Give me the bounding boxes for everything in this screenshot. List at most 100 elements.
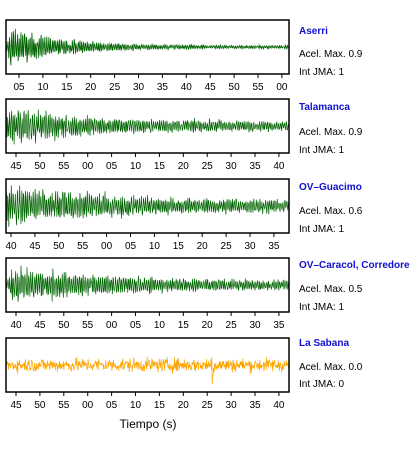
x-tick-label: 45 xyxy=(10,400,22,411)
station-name: Aserri xyxy=(299,26,328,37)
x-tick-label: 35 xyxy=(249,161,261,172)
trace-line xyxy=(5,109,290,145)
x-tick-label: 25 xyxy=(202,161,214,172)
x-tick-label: 15 xyxy=(173,241,185,252)
x-tick-label: 10 xyxy=(154,320,166,331)
trace-ov-guacimo xyxy=(5,185,290,227)
x-ticks-ov-guacimo: 40 45 50 55 00 05 10 15 20 25 30 35 xyxy=(5,233,280,252)
jma-intensity-label: Int JMA: 1 xyxy=(299,145,344,156)
x-axis-label: Tiempo (s) xyxy=(120,417,177,431)
x-tick-label: 05 xyxy=(106,161,118,172)
x-tick-label: 55 xyxy=(58,161,70,172)
trace-line xyxy=(5,265,290,302)
x-tick-label: 00 xyxy=(82,161,94,172)
panel-ov-caracol: 40 45 50 55 00 05 10 15 20 25 30 35 OV–Caracol, Cor… xyxy=(5,257,410,331)
x-tick-label: 40 xyxy=(273,400,285,411)
panel-ov-guacimo: 40 45 50 55 00 05 10 15 20 25 30 35 OV–Guacimo Acel… xyxy=(5,178,363,252)
x-tick-label: 40 xyxy=(5,241,17,252)
x-tick-label: 20 xyxy=(197,241,209,252)
jma-intensity-label: Int JMA: 1 xyxy=(299,67,344,78)
trace-line xyxy=(5,185,290,227)
x-tick-label: 10 xyxy=(130,161,142,172)
trace-talamanca xyxy=(5,109,290,145)
x-tick-label: 20 xyxy=(202,320,214,331)
x-ticks-ov-caracol: 40 45 50 55 00 05 10 15 20 25 30 35 xyxy=(10,312,285,331)
x-tick-label: 15 xyxy=(154,400,166,411)
station-name: La Sabana xyxy=(299,338,349,349)
station-name: Talamanca xyxy=(299,102,350,113)
x-tick-label: 50 xyxy=(34,161,46,172)
x-tick-label: 35 xyxy=(249,400,261,411)
x-tick-label: 20 xyxy=(178,400,190,411)
x-tick-label: 00 xyxy=(106,320,118,331)
x-tick-label: 25 xyxy=(221,241,233,252)
x-tick-label: 00 xyxy=(101,241,113,252)
x-tick-label: 25 xyxy=(109,82,121,93)
panel-la-sabana: 45 50 55 00 05 10 15 20 25 30 35 40 La Sabana Acel.… xyxy=(5,337,363,411)
acel-max-label: Acel. Max. 0.0 xyxy=(299,362,363,373)
x-tick-label: 05 xyxy=(130,320,142,331)
jma-intensity-label: Int JMA: 1 xyxy=(299,224,344,235)
x-tick-label: 30 xyxy=(133,82,145,93)
x-tick-label: 30 xyxy=(226,161,238,172)
x-ticks-aserri: 05 10 15 20 25 30 35 40 45 50 55 00 xyxy=(13,74,288,93)
x-tick-label: 05 xyxy=(106,400,118,411)
acel-max-label: Acel. Max. 0.9 xyxy=(299,127,363,138)
x-tick-label: 20 xyxy=(85,82,97,93)
plot-frame xyxy=(5,98,290,154)
panel-aserri: 05 10 15 20 25 30 35 40 45 50 55 00 Aserri Acel. Ma… xyxy=(5,19,363,93)
x-tick-label: 50 xyxy=(229,82,241,93)
plot-frame xyxy=(5,178,290,234)
trace-line xyxy=(5,28,290,66)
plot-frame xyxy=(5,257,290,313)
x-tick-label: 30 xyxy=(226,400,238,411)
x-tick-label: 05 xyxy=(125,241,137,252)
trace-ov-caracol xyxy=(5,265,290,302)
x-tick-label: 35 xyxy=(157,82,169,93)
acel-max-label: Acel. Max. 0.6 xyxy=(299,206,363,217)
x-tick-label: 55 xyxy=(82,320,94,331)
plot-frame xyxy=(5,337,290,393)
x-tick-label: 50 xyxy=(53,241,65,252)
plot-frame xyxy=(5,19,290,75)
x-tick-label: 10 xyxy=(149,241,161,252)
x-tick-label: 25 xyxy=(202,400,214,411)
acel-max-label: Acel. Max. 0.5 xyxy=(299,284,363,295)
x-tick-label: 45 xyxy=(34,320,46,331)
x-tick-label: 15 xyxy=(61,82,73,93)
x-tick-label: 55 xyxy=(77,241,89,252)
x-tick-label: 45 xyxy=(10,161,22,172)
trace-aserri xyxy=(5,28,290,66)
x-tick-label: 00 xyxy=(82,400,94,411)
trace-line xyxy=(5,356,290,385)
x-tick-label: 10 xyxy=(130,400,142,411)
x-ticks-talamanca: 45 50 55 00 05 10 15 20 25 30 35 40 xyxy=(10,153,285,172)
x-tick-label: 40 xyxy=(273,161,285,172)
x-tick-label: 30 xyxy=(244,241,256,252)
x-tick-label: 40 xyxy=(181,82,193,93)
x-tick-label: 35 xyxy=(273,320,285,331)
x-tick-label: 50 xyxy=(34,400,46,411)
panel-talamanca: 45 50 55 00 05 10 15 20 25 30 35 40 Talamanca Acel.… xyxy=(5,98,363,172)
jma-intensity-label: Int JMA: 0 xyxy=(299,379,344,390)
x-tick-label: 25 xyxy=(226,320,238,331)
acel-max-label: Acel. Max. 0.9 xyxy=(299,49,363,60)
x-tick-label: 35 xyxy=(268,241,280,252)
x-tick-label: 55 xyxy=(252,82,264,93)
jma-intensity-label: Int JMA: 1 xyxy=(299,302,344,313)
station-name: OV–Caracol, Corredore xyxy=(299,260,410,271)
x-tick-label: 40 xyxy=(10,320,22,331)
x-tick-label: 00 xyxy=(276,82,288,93)
x-tick-label: 05 xyxy=(13,82,25,93)
x-tick-label: 55 xyxy=(58,400,70,411)
x-tick-label: 45 xyxy=(29,241,41,252)
x-tick-label: 10 xyxy=(37,82,49,93)
x-tick-label: 20 xyxy=(178,161,190,172)
trace-la-sabana xyxy=(5,356,290,385)
x-tick-label: 30 xyxy=(249,320,261,331)
station-name: OV–Guacimo xyxy=(299,182,362,193)
x-ticks-la-sabana: 45 50 55 00 05 10 15 20 25 30 35 40 xyxy=(10,392,285,411)
x-tick-label: 15 xyxy=(178,320,190,331)
x-tick-label: 50 xyxy=(58,320,70,331)
